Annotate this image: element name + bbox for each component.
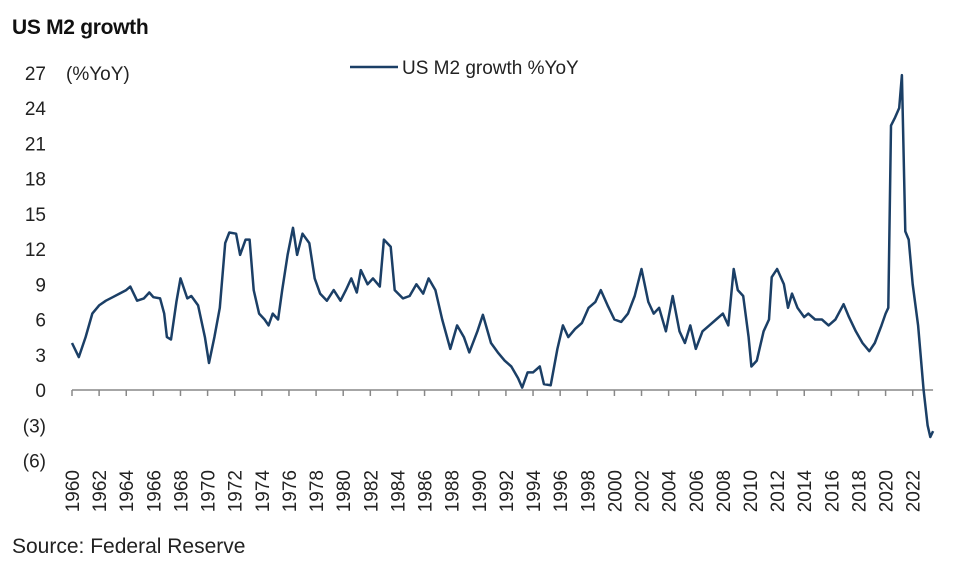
x-tick-label: 1988 <box>443 470 464 512</box>
x-tick-label: 1962 <box>90 470 111 512</box>
y-tick-label: 21 <box>25 134 46 155</box>
series-line-us-m2-growth <box>70 73 935 439</box>
x-tick-label: 1990 <box>470 470 491 512</box>
chart-title: US M2 growth <box>12 16 149 39</box>
legend: US M2 growth %YoY <box>350 58 579 79</box>
x-tick-label: 1980 <box>334 470 355 512</box>
x-tick-label: 2014 <box>795 470 816 513</box>
y-axis-unit-label: (%YoY) <box>66 64 130 85</box>
x-tick-label: 1982 <box>361 470 382 512</box>
x-tick-label: 1994 <box>524 470 545 513</box>
y-tick-label: (3) <box>23 416 46 437</box>
x-tick-label: 1998 <box>578 470 599 512</box>
x-tick-label: 2006 <box>687 470 708 512</box>
source-note: Source: Federal Reserve <box>12 535 246 558</box>
x-tick-label: 2004 <box>660 470 681 513</box>
x-tick-label: 1976 <box>280 470 301 512</box>
y-tick-label: 3 <box>35 346 46 367</box>
y-tick-label: 12 <box>25 240 46 261</box>
x-tick-label: 2012 <box>768 470 789 512</box>
x-tick-label: 2000 <box>605 470 626 512</box>
y-tick-label: 27 <box>25 64 46 85</box>
x-tick-label: 2016 <box>822 470 843 512</box>
x-tick-label: 2008 <box>714 470 735 512</box>
x-tick-label: 2010 <box>741 470 762 512</box>
x-tick-label: 1970 <box>199 470 220 512</box>
x-tick-label: 2018 <box>849 470 870 512</box>
y-tick-label: (6) <box>23 452 46 473</box>
x-tick-label: 1968 <box>171 470 192 512</box>
y-tick-label: 18 <box>25 170 46 191</box>
y-tick-label: 6 <box>35 311 46 332</box>
x-tick-label: 2020 <box>877 470 898 512</box>
y-tick-label: 0 <box>35 381 46 402</box>
legend-label: US M2 growth %YoY <box>402 58 579 79</box>
x-tick-label: 1966 <box>144 470 165 512</box>
x-tick-label: 1996 <box>551 470 572 512</box>
y-tick-label: 9 <box>35 275 46 296</box>
x-axis: 1960 1962 1964 1966 1968 1970 1972 1974 1976 1978… <box>63 389 934 513</box>
y-tick-label: 24 <box>25 99 47 120</box>
x-tick-label: 1992 <box>497 470 518 512</box>
x-tick-label: 1972 <box>226 470 247 512</box>
x-tick-label: 1986 <box>416 470 437 512</box>
x-tick-label: 1960 <box>63 470 84 512</box>
y-tick-label: 15 <box>25 205 46 226</box>
x-tick-label: 1984 <box>388 470 409 513</box>
x-tick-label: 2022 <box>904 470 925 512</box>
x-tick-label: 1974 <box>253 470 274 513</box>
x-tick-label: 1978 <box>307 470 328 512</box>
x-tick-label: 1964 <box>117 470 138 513</box>
x-tick-label: 2002 <box>633 470 654 512</box>
y-axis: 27 24 21 18 15 12 9 6 3 0 (3) (6) <box>23 64 47 473</box>
